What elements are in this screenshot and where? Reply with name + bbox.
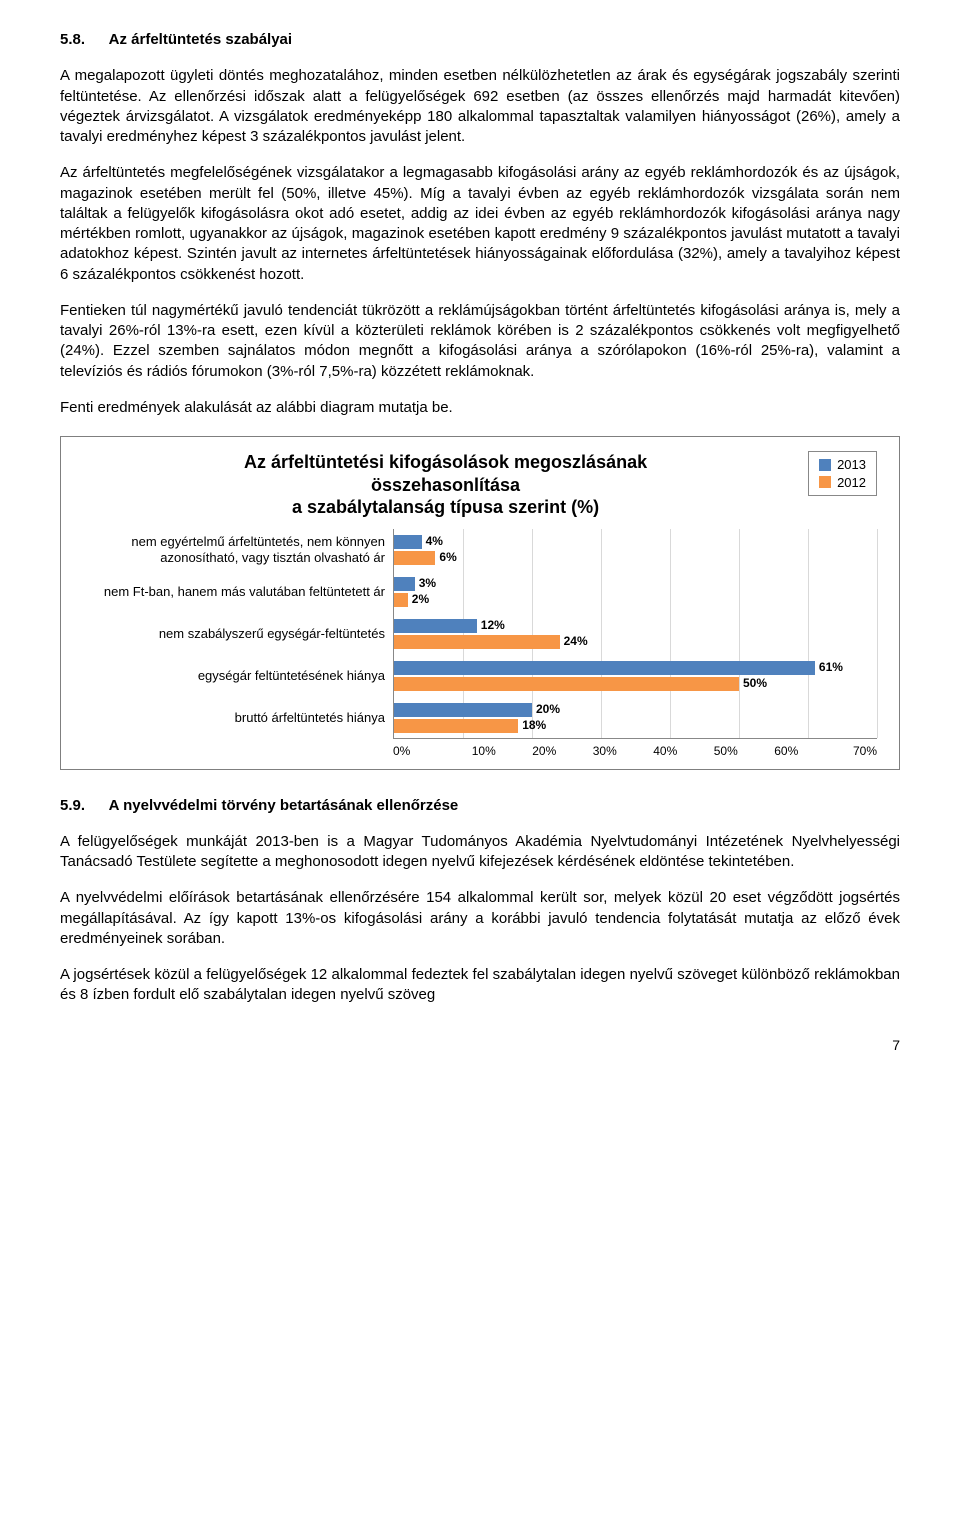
page-number: 7 xyxy=(60,1036,900,1055)
legend-item: 2012 xyxy=(819,474,866,492)
chart-bar xyxy=(394,661,815,675)
chart-bar-label: 50% xyxy=(743,675,767,691)
chart-category-label: nem szabályszerű egységár-feltüntetés xyxy=(83,613,385,655)
chart-x-tick: 70% xyxy=(817,743,878,759)
chart-bar xyxy=(394,703,532,717)
legend-swatch xyxy=(819,459,831,471)
paragraph: A felügyelőségek munkáját 2013-ben is a … xyxy=(60,832,900,873)
chart-bar-label: 24% xyxy=(564,633,588,649)
paragraph: Az árfeltüntetés megfelelőségének vizsgá… xyxy=(60,163,900,285)
chart-x-axis: 0%10%20%30%40%50%60%70% xyxy=(393,743,877,759)
chart-x-tick: 50% xyxy=(696,743,757,759)
section-heading-58: 5.8. Az árfeltüntetés szabályai xyxy=(60,30,900,50)
section-title: A nyelvvédelmi törvény betartásának elle… xyxy=(109,797,459,814)
paragraph: A megalapozott ügyleti döntés meghozatal… xyxy=(60,66,900,147)
chart-bar xyxy=(394,593,408,607)
chart-category-label: egységár feltüntetésének hiánya xyxy=(83,655,385,697)
legend-swatch xyxy=(819,476,831,488)
chart-bar xyxy=(394,535,422,549)
chart-bar xyxy=(394,551,435,565)
chart-bar-label: 20% xyxy=(536,701,560,717)
chart-x-tick: 30% xyxy=(575,743,636,759)
chart-bar xyxy=(394,677,739,691)
chart-y-axis: nem egyértelmű árfeltüntetés, nem könnye… xyxy=(83,529,393,759)
chart-bar-label: 2% xyxy=(412,591,429,607)
chart-bar-label: 6% xyxy=(439,549,456,565)
chart-title: Az árfeltüntetési kifogásolások megoszlá… xyxy=(83,451,808,519)
chart-title-line: Az árfeltüntetési kifogásolások megoszlá… xyxy=(93,451,798,474)
section-heading-59: 5.9. A nyelvvédelmi törvény betartásának… xyxy=(60,796,900,816)
chart-x-tick: 10% xyxy=(454,743,515,759)
chart-title-line: összehasonlítása xyxy=(93,474,798,497)
chart-bar xyxy=(394,635,560,649)
chart-bar xyxy=(394,577,415,591)
legend-label: 2013 xyxy=(837,456,866,474)
paragraph: Fenti eredmények alakulását az alábbi di… xyxy=(60,398,900,418)
legend-item: 2013 xyxy=(819,456,866,474)
chart-bar-label: 18% xyxy=(522,717,546,733)
chart-category-label: nem Ft-ban, hanem más valutában feltünte… xyxy=(83,571,385,613)
paragraph: A nyelvvédelmi előírások betartásának el… xyxy=(60,888,900,949)
chart-plot-area: 4%6%3%2% 12% 24% 61% 50% 20%18% xyxy=(393,529,877,739)
chart-title-line: a szabálytalanság típusa szerint (%) xyxy=(93,496,798,519)
chart-x-tick: 0% xyxy=(393,743,454,759)
chart-bar-label: 12% xyxy=(481,617,505,633)
legend-label: 2012 xyxy=(837,474,866,492)
chart-category-label: nem egyértelmű árfeltüntetés, nem könnye… xyxy=(83,529,385,571)
paragraph: Fentieken túl nagymértékű javuló tendenc… xyxy=(60,301,900,382)
chart-x-tick: 60% xyxy=(756,743,817,759)
chart-x-tick: 20% xyxy=(514,743,575,759)
chart-bar-label: 3% xyxy=(419,575,436,591)
chart-legend: 2013 2012 xyxy=(808,451,877,496)
section-number: 5.9. xyxy=(60,796,85,816)
bar-chart: Az árfeltüntetési kifogásolások megoszlá… xyxy=(60,436,900,770)
section-number: 5.8. xyxy=(60,30,85,50)
chart-bar xyxy=(394,619,477,633)
chart-bar-label: 4% xyxy=(426,533,443,549)
chart-bar xyxy=(394,719,518,733)
chart-category-label: bruttó árfeltüntetés hiánya xyxy=(83,697,385,739)
paragraph: A jogsértések közül a felügyelőségek 12 … xyxy=(60,965,900,1006)
chart-bar-label: 61% xyxy=(819,659,843,675)
section-title: Az árfeltüntetés szabályai xyxy=(109,31,292,48)
chart-x-tick: 40% xyxy=(635,743,696,759)
